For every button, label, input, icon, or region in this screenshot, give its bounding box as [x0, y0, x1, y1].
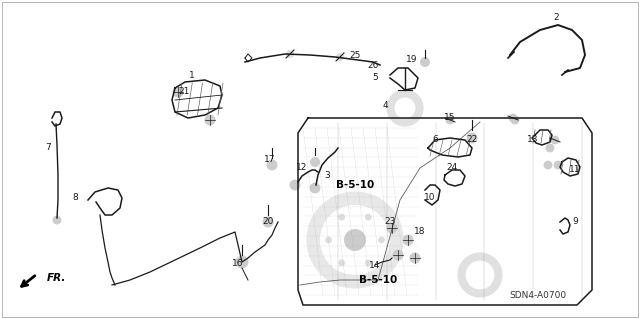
Text: 1: 1 — [189, 70, 195, 79]
Text: FR.: FR. — [47, 273, 67, 283]
Text: 23: 23 — [384, 218, 396, 226]
Circle shape — [307, 192, 403, 288]
Text: 13: 13 — [527, 136, 539, 145]
Circle shape — [53, 216, 61, 224]
Circle shape — [344, 229, 365, 250]
Circle shape — [458, 253, 502, 297]
Circle shape — [310, 158, 319, 167]
Circle shape — [511, 116, 519, 124]
Circle shape — [544, 161, 552, 169]
Circle shape — [395, 98, 415, 118]
Circle shape — [337, 54, 344, 61]
Circle shape — [378, 237, 385, 243]
Circle shape — [546, 144, 554, 152]
Text: 11: 11 — [569, 166, 580, 174]
Text: 6: 6 — [432, 136, 438, 145]
Text: B-5-10: B-5-10 — [336, 180, 374, 190]
Circle shape — [205, 115, 215, 125]
Circle shape — [263, 217, 273, 227]
Circle shape — [387, 223, 397, 233]
Text: SDN4-A0700: SDN4-A0700 — [509, 291, 566, 300]
Circle shape — [365, 214, 371, 220]
Circle shape — [387, 90, 423, 126]
Text: B-5-10: B-5-10 — [359, 275, 397, 285]
Text: 15: 15 — [444, 114, 456, 122]
Text: 7: 7 — [45, 144, 51, 152]
Circle shape — [321, 205, 390, 275]
Text: 26: 26 — [367, 61, 379, 70]
Text: 21: 21 — [179, 87, 189, 97]
Text: 10: 10 — [424, 192, 436, 202]
Circle shape — [173, 87, 183, 97]
Text: 12: 12 — [296, 164, 308, 173]
Circle shape — [393, 250, 403, 260]
Circle shape — [339, 214, 345, 220]
Text: 5: 5 — [372, 73, 378, 83]
Circle shape — [326, 237, 332, 243]
Circle shape — [509, 114, 517, 122]
Text: 20: 20 — [262, 218, 274, 226]
Circle shape — [339, 260, 345, 266]
Circle shape — [365, 260, 371, 266]
Text: 16: 16 — [232, 258, 244, 268]
Circle shape — [420, 57, 429, 66]
Circle shape — [446, 116, 454, 124]
Text: 4: 4 — [382, 100, 388, 109]
Circle shape — [554, 161, 562, 169]
Text: 8: 8 — [72, 192, 78, 202]
Circle shape — [287, 50, 294, 57]
Circle shape — [267, 160, 277, 170]
Circle shape — [310, 183, 320, 193]
Circle shape — [236, 256, 248, 268]
Text: 25: 25 — [349, 50, 361, 60]
Text: 22: 22 — [467, 136, 477, 145]
Text: 14: 14 — [369, 261, 381, 270]
Text: 19: 19 — [406, 56, 418, 64]
Text: 3: 3 — [324, 170, 330, 180]
Text: 9: 9 — [572, 218, 578, 226]
Text: 18: 18 — [414, 227, 426, 236]
Text: 24: 24 — [446, 164, 458, 173]
Text: 2: 2 — [553, 13, 559, 23]
Circle shape — [551, 136, 559, 144]
Circle shape — [466, 261, 494, 289]
Text: 17: 17 — [264, 155, 276, 165]
Circle shape — [467, 133, 477, 143]
Circle shape — [410, 253, 420, 263]
Circle shape — [403, 235, 413, 245]
Circle shape — [290, 180, 300, 190]
